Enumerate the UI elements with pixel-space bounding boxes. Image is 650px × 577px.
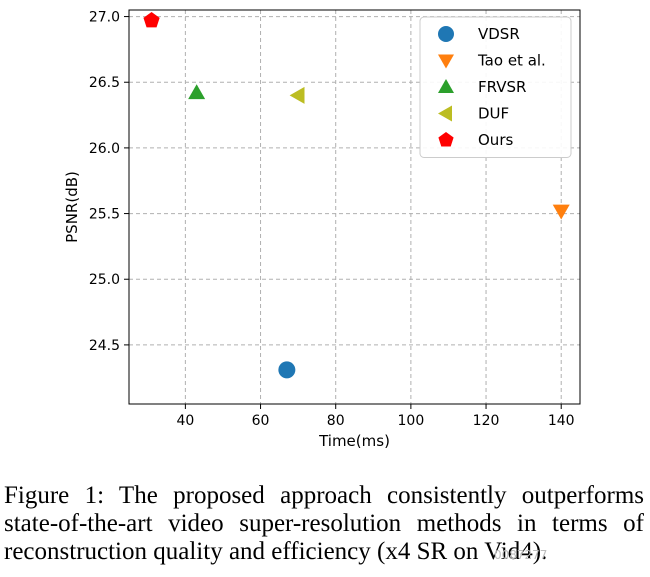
x-tick-label: 140 [548, 413, 575, 429]
legend-box [419, 16, 572, 158]
y-tick-label: 25.5 [89, 207, 120, 223]
legend: VDSR Tao et al. FRVSR DUF Ours [419, 16, 572, 158]
y-tick-label: 24.5 [89, 338, 120, 354]
legend-label-frvsr: FRVSR [478, 78, 526, 96]
legend-label-ours: Ours [478, 131, 513, 149]
x-tick-label: 60 [252, 413, 270, 429]
y-tick-label: 27.0 [89, 10, 120, 26]
psnr-vs-time-chart: 40 60 80 100 120 14024.525.025.526.026.527.0 … [63, 9, 581, 450]
x-tick-label: 100 [398, 413, 425, 429]
legend-marker-vdsr [438, 26, 454, 42]
legend-label-duf: DUF [478, 105, 509, 123]
watermark: 0087277 [494, 548, 548, 562]
legend-marker-ours [438, 132, 454, 147]
legend-label-vdsr: VDSR [478, 25, 520, 43]
point-ours [143, 12, 160, 28]
y-tick-label: 25.0 [89, 272, 120, 288]
legend-label-tao-et-al: Tao et al. [477, 52, 546, 70]
x-tick-label: 40 [176, 413, 194, 429]
figure-caption: Figure 1: The proposed approach consiste… [4, 482, 644, 565]
y-tick-label: 26.5 [89, 75, 120, 91]
plot-frame [128, 9, 581, 405]
point-duf [289, 86, 305, 104]
grid-lines [129, 10, 580, 404]
legend-marker-frvsr [438, 79, 454, 93]
legend-marker-tao-et-al [438, 54, 454, 69]
y-axis-label: PSNR(dB) [63, 171, 81, 243]
point-vdsr [278, 361, 296, 379]
data-points [143, 12, 570, 379]
legend-marker-duf [438, 105, 452, 122]
y-tick-label: 26.0 [89, 141, 120, 157]
point-frvsr [188, 84, 206, 100]
x-tick-label: 80 [327, 413, 345, 429]
point-tao-et-al [552, 204, 570, 220]
axis-ticks: 40 60 80 100 120 140 24.5 25.0 25.5 26.0 26.5 27.0 [89, 10, 575, 429]
x-axis-label: Time(ms) [318, 432, 390, 450]
x-tick-label: 120 [473, 413, 500, 429]
